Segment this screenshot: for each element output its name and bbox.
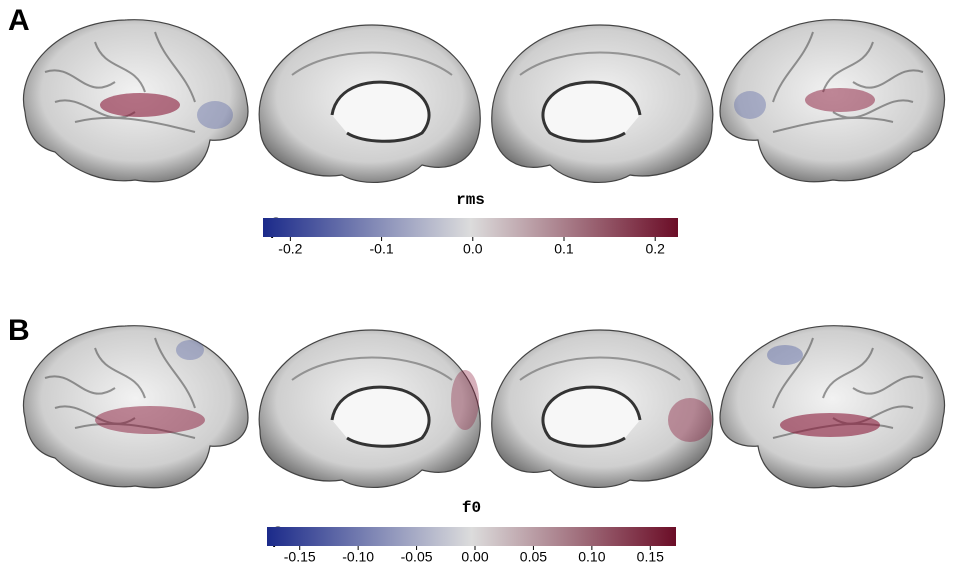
colorbar bbox=[267, 527, 676, 546]
tick-label: -0.15 bbox=[284, 549, 316, 565]
activation bbox=[780, 413, 880, 437]
tick-label: 0.10 bbox=[578, 549, 605, 565]
tick-label: -0.2 bbox=[278, 241, 302, 257]
tick-label: -0.1 bbox=[370, 241, 394, 257]
activation bbox=[767, 345, 803, 365]
activation bbox=[176, 340, 204, 360]
tick-label: 0.0 bbox=[463, 241, 483, 257]
tick-label: 0.2 bbox=[645, 241, 665, 257]
tick-label: 0.05 bbox=[520, 549, 547, 565]
brain-left-medial bbox=[257, 23, 482, 184]
activation bbox=[805, 88, 875, 112]
panel-b-brains bbox=[22, 324, 946, 489]
brain-right-lateral bbox=[719, 324, 946, 489]
tick-label: 0.00 bbox=[461, 549, 488, 565]
activation bbox=[668, 398, 712, 442]
activation bbox=[197, 101, 233, 129]
brain-left-medial bbox=[257, 328, 482, 489]
activation bbox=[100, 93, 180, 117]
tick-label: -0.05 bbox=[401, 549, 433, 565]
colorbar-title: rms bbox=[456, 191, 485, 209]
panel-label: A bbox=[8, 4, 30, 37]
activation bbox=[734, 91, 766, 119]
panel-label: B bbox=[8, 314, 30, 347]
tick-label: -0.10 bbox=[342, 549, 374, 565]
tick-label: 0.15 bbox=[637, 549, 664, 565]
colorbar bbox=[263, 218, 678, 237]
panel-a-brains bbox=[22, 18, 946, 184]
tick-label: 0.1 bbox=[554, 241, 574, 257]
activation bbox=[95, 406, 205, 434]
activation bbox=[451, 370, 479, 430]
brain-right-medial bbox=[490, 23, 715, 184]
colorbar-title: f0 bbox=[462, 499, 481, 517]
